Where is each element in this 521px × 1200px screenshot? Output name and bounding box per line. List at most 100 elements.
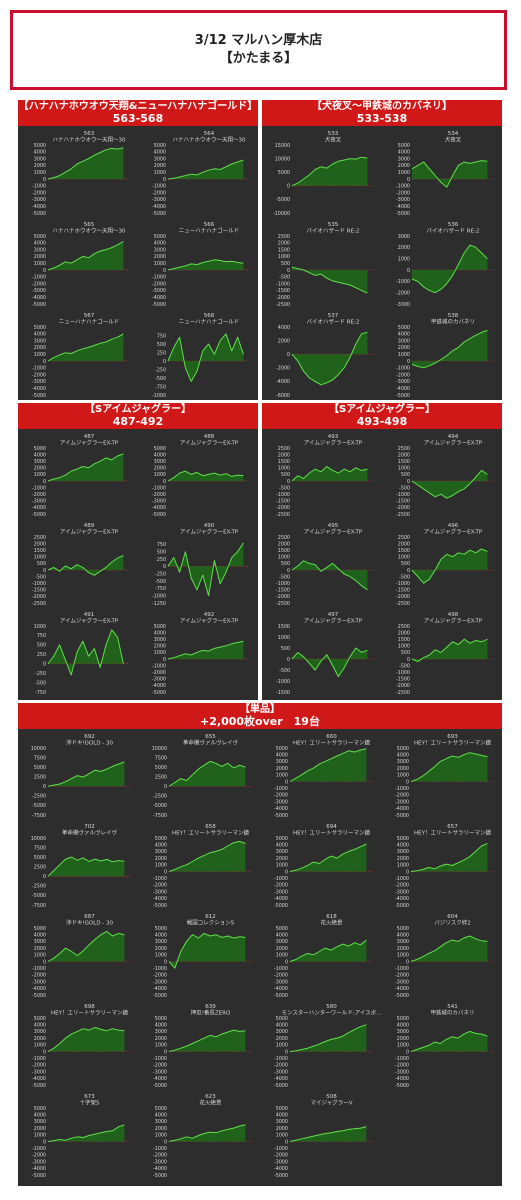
series-area [48, 1124, 125, 1142]
y-tick-label: 1500 [398, 459, 410, 465]
chart-number: 488 [204, 434, 215, 440]
y-tick-label: -2000 [32, 1063, 46, 1069]
chart-title: ニューハナハナゴールド [179, 227, 239, 235]
y-tick-label: 500 [37, 561, 46, 567]
y-tick-label: 4000 [276, 933, 288, 939]
series-line [167, 542, 244, 597]
series-line [411, 548, 488, 584]
y-tick-label: 1000 [154, 472, 166, 478]
chart-title: 押忍!番長ZERO [191, 1009, 231, 1017]
group-title: 【単品】 [240, 704, 280, 715]
y-tick-label: -4000 [153, 1166, 167, 1172]
y-tick-label: 1000 [34, 555, 46, 561]
y-tick-label: -2000 [396, 190, 410, 196]
y-tick-label: 5000 [154, 446, 166, 452]
chart-693: 693HEY！エリートサラリーマン鏡500040003000200010000-… [395, 734, 494, 819]
y-tick-label: -2000 [276, 366, 290, 372]
y-tick-label: -1000 [396, 492, 410, 498]
y-tick-label: -1000 [153, 966, 167, 972]
y-tick-label: 2000 [276, 856, 288, 862]
y-tick-label: -4000 [152, 505, 166, 511]
y-tick-label: 1000 [397, 863, 409, 869]
y-tick-label: 1000 [155, 1133, 167, 1139]
series-line [411, 329, 488, 369]
y-tick-label: -2500 [153, 794, 167, 800]
y-tick-label: 0 [163, 479, 166, 485]
y-tick-label: 2000 [34, 466, 46, 472]
series-area [290, 748, 367, 782]
y-tick-label: -500 [279, 485, 290, 491]
series-line [289, 843, 367, 872]
y-tick-label: -1500 [276, 288, 290, 294]
series-area [411, 752, 488, 782]
chart-title: ニューハナハナゴールド [59, 318, 119, 326]
y-tick-label: -5000 [152, 690, 166, 696]
series-area [411, 936, 488, 962]
y-tick-label: -5000 [396, 211, 410, 217]
chart-490: 490アイムジャグラーEX-TP7505002500-250-500-750-1… [152, 523, 250, 607]
y-tick-label: 0 [164, 1049, 167, 1055]
series-area [168, 259, 244, 270]
y-tick-label: -1000 [395, 786, 409, 792]
y-tick-label: 4000 [154, 630, 166, 636]
y-tick-label: -1250 [152, 601, 166, 607]
y-tick-label: 1000 [154, 261, 166, 267]
chart-number: 639 [205, 1004, 216, 1010]
y-tick-label: -4000 [274, 1166, 288, 1172]
y-tick-label: -2000 [396, 372, 410, 378]
y-tick-label: -4000 [274, 806, 288, 812]
y-tick-label: 1000 [34, 261, 46, 267]
chart-number: 567 [84, 313, 95, 319]
y-tick-label: -1000 [152, 593, 166, 599]
y-tick-label: 2000 [398, 630, 410, 636]
chart-number: 489 [84, 523, 95, 529]
y-tick-label: 500 [281, 646, 290, 652]
chart-number: 492 [204, 612, 215, 618]
y-tick-label: 3000 [276, 939, 288, 945]
y-tick-label: -2000 [153, 973, 167, 979]
chart-title: 花火絶景 [199, 1099, 222, 1107]
series-line [410, 842, 488, 872]
series-area [168, 641, 244, 659]
y-tick-label: 0 [407, 568, 410, 574]
series-area [48, 761, 125, 787]
series-line [47, 555, 124, 576]
y-tick-label: -250 [35, 671, 46, 677]
y-tick-label: -5000 [274, 993, 288, 999]
chart-number: 534 [448, 131, 459, 137]
y-tick-label: 2000 [398, 163, 410, 169]
y-tick-label: 5000 [34, 325, 46, 331]
chart-title: ハナハナホウオウ～天翔～30 [53, 227, 127, 235]
y-tick-label: 4000 [278, 325, 290, 331]
y-tick-label: -2000 [396, 683, 410, 689]
chart-title: アイムジャグラーEX-TP [424, 528, 483, 536]
series-area [48, 333, 124, 361]
group-header: 【Sアイムジャグラー】 493-498 [262, 403, 502, 429]
series-line [47, 147, 124, 180]
chart-number: 498 [448, 612, 459, 618]
y-tick-label: -250 [155, 571, 166, 577]
y-tick-label: 1000 [398, 170, 410, 176]
y-tick-label: 4000 [276, 1113, 288, 1119]
y-tick-label: -2000 [274, 883, 288, 889]
chart-number: 487 [84, 434, 95, 440]
y-tick-label: 4000 [34, 933, 46, 939]
series-line [410, 935, 488, 962]
chart-number: 496 [448, 523, 459, 529]
y-tick-label: -5000 [274, 903, 288, 909]
series-area [290, 1126, 367, 1142]
series-line [168, 932, 246, 969]
chart-number: 565 [84, 222, 95, 228]
y-tick-label: -4000 [395, 1076, 409, 1082]
y-tick-label: -1500 [276, 588, 290, 594]
group-header: 【ハナハナホウオウ天翔&ニューハナハナゴールド】 563-568 [18, 100, 258, 126]
y-tick-label: -5000 [276, 197, 290, 203]
y-tick-label: -2000 [274, 973, 288, 979]
y-tick-label: 0 [164, 869, 167, 875]
y-tick-label: 2000 [34, 541, 46, 547]
y-tick-label: 0 [287, 568, 290, 574]
y-tick-label: -4000 [32, 505, 46, 511]
